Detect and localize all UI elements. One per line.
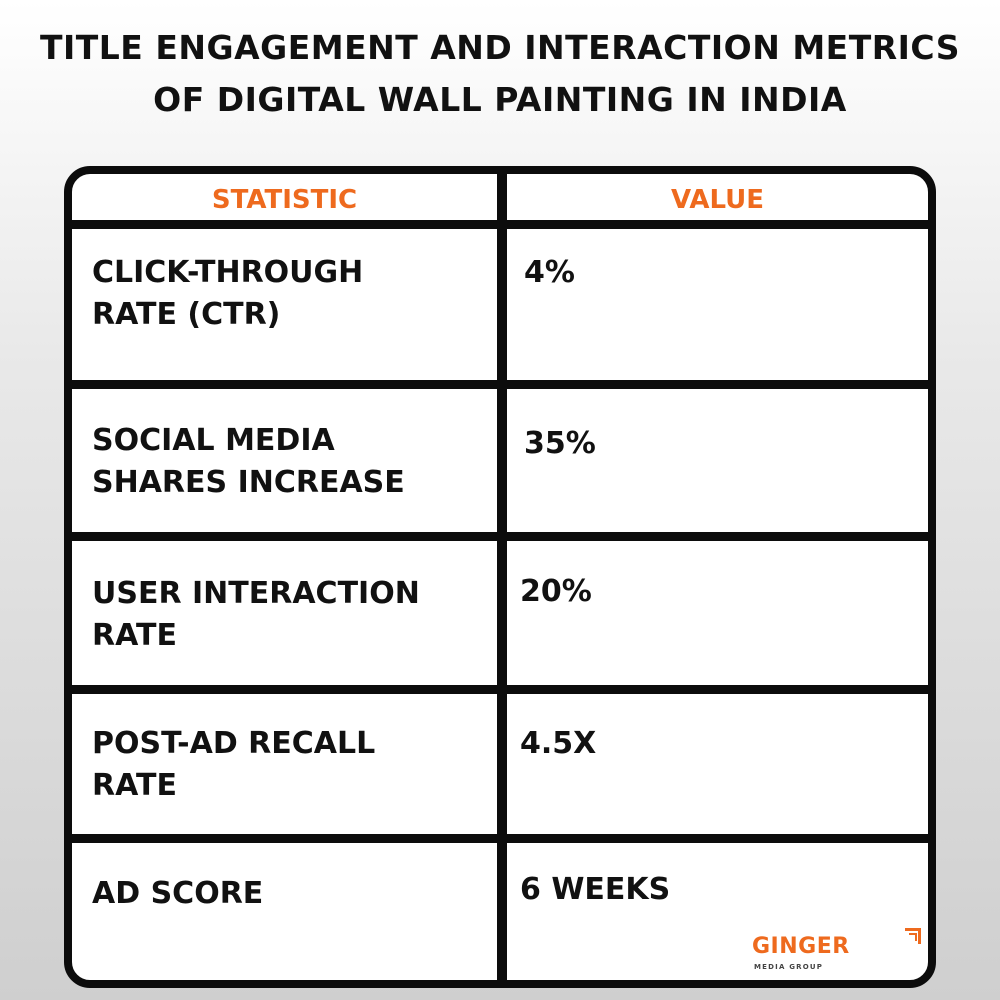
- row-1-value: 4%: [524, 255, 575, 290]
- logo-name: GINGER: [752, 934, 850, 959]
- page-title: TITLE ENGAGEMENT AND INTERACTION METRICS…: [0, 22, 1000, 126]
- row-divider: [72, 834, 928, 843]
- row-3-statistic: USER INTERACTION RATE: [92, 576, 420, 653]
- column-divider: [497, 174, 507, 980]
- header-statistic: STATISTIC: [211, 185, 358, 215]
- row-divider: [72, 380, 928, 389]
- row-3-value: 20%: [520, 574, 592, 609]
- row-2-value: 35%: [524, 426, 596, 461]
- row-5-value: 6 WEEKS: [520, 872, 671, 907]
- row-4-statistic: POST-AD RECALL RATE: [92, 726, 376, 803]
- logo-tagline: MEDIA GROUP: [754, 963, 824, 971]
- title-line-2: OF DIGITAL WALL PAINTING IN INDIA: [153, 80, 847, 119]
- title-line-1: TITLE ENGAGEMENT AND INTERACTION METRICS: [39, 28, 961, 67]
- row-4-value: 4.5X: [520, 726, 597, 761]
- row-5-statistic: AD SCORE: [92, 876, 264, 911]
- logo-mark-icon: [905, 928, 921, 944]
- row-divider: [72, 532, 928, 541]
- header-value: VALUE: [671, 185, 764, 215]
- metrics-table: STATISTIC VALUE CLICK-THROUGH RATE (CTR)…: [64, 166, 936, 988]
- row-2-statistic: SOCIAL MEDIA SHARES INCREASE: [92, 423, 405, 500]
- row-1-statistic: CLICK-THROUGH RATE (CTR): [92, 255, 364, 332]
- ginger-media-logo: GINGER MEDIA GROUP: [752, 928, 922, 978]
- row-divider: [72, 220, 928, 229]
- row-divider: [72, 685, 928, 694]
